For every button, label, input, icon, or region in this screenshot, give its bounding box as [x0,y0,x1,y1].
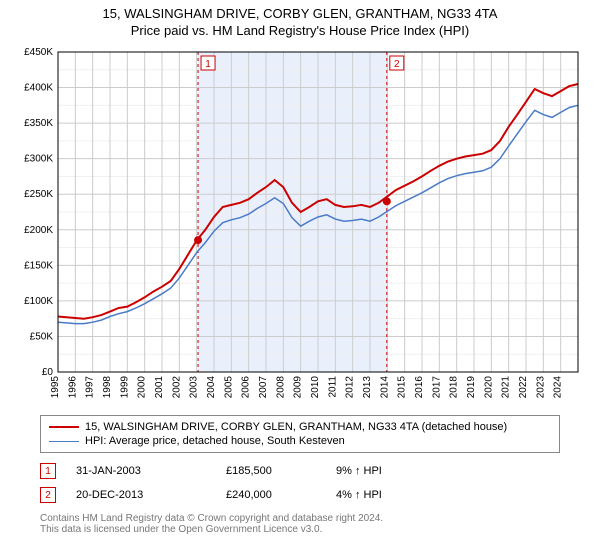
x-tick-label: 2009 [293,376,304,399]
x-tick-label: 2013 [362,376,373,399]
y-tick-label: £150K [24,260,53,271]
x-tick-label: 2008 [275,376,286,399]
x-tick-label: 2020 [483,376,494,399]
sale-row: 2 20-DEC-2013£240,0004% ↑ HPI [40,483,560,507]
legend-swatch [49,441,79,442]
sale-pct: 9% ↑ HPI [336,465,382,477]
sale-line-label: 2 [394,59,400,70]
x-tick-label: 2017 [431,376,442,399]
x-tick-label: 1998 [102,376,113,399]
x-tick-label: 1996 [67,376,78,399]
sale-price: £185,500 [226,465,336,477]
x-tick-label: 2011 [327,376,338,398]
x-tick-label: 1995 [50,376,61,399]
footer-line2: This data is licensed under the Open Gov… [40,524,560,535]
sale-point-marker [194,236,202,244]
sale-line-label: 1 [205,59,211,70]
y-tick-label: £100K [24,296,53,307]
footer-line1: Contains HM Land Registry data © Crown c… [40,513,560,524]
x-tick-label: 2010 [310,376,321,399]
legend-row: HPI: Average price, detached house, Sout… [49,434,551,448]
x-tick-label: 2014 [379,376,390,399]
sale-marker: 1 [40,463,56,479]
x-tick-label: 2019 [466,376,477,399]
x-tick-label: 1997 [85,376,96,399]
x-tick-label: 2000 [137,376,148,399]
x-tick-label: 2001 [154,376,165,399]
y-tick-label: £300K [24,154,53,165]
price-chart: £0£50K£100K£150K£200K£250K£300K£350K£400… [14,46,586,406]
x-tick-label: 2023 [535,376,546,399]
chart-area: £0£50K£100K£150K£200K£250K£300K£350K£400… [14,46,586,411]
title-address: 15, WALSINGHAM DRIVE, CORBY GLEN, GRANTH… [0,6,600,21]
legend-swatch [49,426,79,428]
title-subtitle: Price paid vs. HM Land Registry's House … [0,23,600,38]
y-tick-label: £350K [24,118,53,129]
legend-label: 15, WALSINGHAM DRIVE, CORBY GLEN, GRANTH… [85,421,507,433]
x-tick-label: 2015 [397,376,408,399]
sale-point-marker [383,197,391,205]
x-tick-label: 2006 [241,376,252,399]
sale-date: 31-JAN-2003 [76,465,226,477]
y-tick-label: £450K [24,47,53,58]
sale-row: 1 31-JAN-2003£185,5009% ↑ HPI [40,459,560,483]
x-tick-label: 2012 [345,376,356,399]
y-tick-label: £250K [24,189,53,200]
y-tick-label: £200K [24,225,53,236]
x-tick-label: 2004 [206,376,217,399]
title-block: 15, WALSINGHAM DRIVE, CORBY GLEN, GRANTH… [0,0,600,38]
x-tick-label: 1999 [119,376,130,399]
x-tick-label: 2016 [414,376,425,399]
sale-date: 20-DEC-2013 [76,489,226,501]
sale-price: £240,000 [226,489,336,501]
footer-attribution: Contains HM Land Registry data © Crown c… [40,513,560,535]
x-tick-label: 2007 [258,376,269,399]
sale-marker: 2 [40,487,56,503]
legend-label: HPI: Average price, detached house, Sout… [85,435,345,447]
y-tick-label: £50K [30,331,54,342]
x-tick-label: 2003 [189,376,200,399]
x-tick-label: 2021 [501,376,512,399]
x-tick-label: 2024 [553,376,564,399]
x-tick-label: 2005 [223,376,234,399]
sale-pct: 4% ↑ HPI [336,489,382,501]
x-tick-label: 2002 [171,376,182,399]
x-tick-label: 2022 [518,376,529,399]
y-tick-label: £400K [24,83,53,94]
legend-row: 15, WALSINGHAM DRIVE, CORBY GLEN, GRANTH… [49,420,551,434]
sales-table: 1 31-JAN-2003£185,5009% ↑ HPI 2 20-DEC-2013… [40,459,560,507]
legend-box: 15, WALSINGHAM DRIVE, CORBY GLEN, GRANTH… [40,415,560,453]
chart-container: 15, WALSINGHAM DRIVE, CORBY GLEN, GRANTH… [0,0,600,535]
x-tick-label: 2018 [449,376,460,399]
